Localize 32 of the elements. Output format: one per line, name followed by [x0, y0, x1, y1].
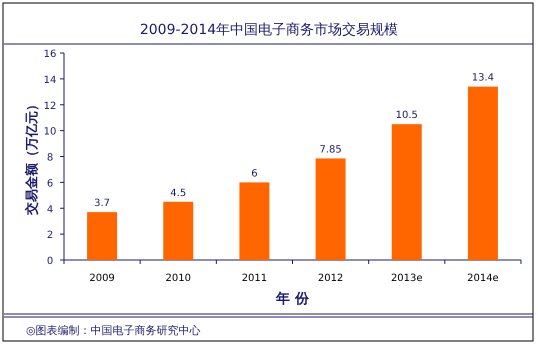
text: ◎图表编制：中国电子商务研究中心	[26, 324, 201, 337]
chart-title: 2009-2014年中国电子商务市场交易规模	[140, 22, 398, 38]
x-tick-label: 2010	[166, 273, 191, 284]
y-axis-title: 交易金额（万亿元）	[24, 98, 40, 216]
data-label: 13.4	[472, 72, 494, 84]
plot: 0 2 4 6 8 10 12 14 16 3.7 4.5 6 7.85 10.5 13.4 2009 2010 2011 2012 2013e 2014e	[44, 49, 522, 284]
y-tick-label: 14	[44, 74, 56, 86]
data-label: 4.5	[170, 188, 186, 199]
data-label: 6	[251, 168, 258, 180]
bar	[239, 182, 270, 260]
data-label: 7.85	[319, 144, 342, 156]
y-tick-label: 4	[46, 204, 54, 216]
bar	[316, 158, 346, 260]
y-tick-label: 2	[46, 230, 54, 242]
x-tick-label: 2014e	[467, 273, 499, 284]
x-axis-title: 年 份	[275, 291, 310, 307]
y-tick-label: 10	[44, 126, 56, 138]
bar	[163, 202, 194, 260]
x-tick-label: 2012	[318, 273, 344, 284]
x-tick-label: 2011	[242, 273, 268, 284]
bar	[392, 124, 422, 260]
y-tick-label: 0	[46, 256, 54, 267]
bar	[468, 86, 498, 260]
data-label: 3.7	[94, 198, 110, 210]
data-label: 10.5	[396, 110, 418, 122]
bar	[87, 212, 118, 260]
y-tick-label: 6	[46, 178, 54, 190]
y-tick-label: 8	[46, 152, 54, 164]
y-tick-label: 12	[44, 100, 56, 112]
x-tick-label: 2009	[89, 273, 115, 284]
x-tick-label: 2013e	[390, 273, 423, 284]
y-tick-label: 16	[44, 49, 56, 60]
